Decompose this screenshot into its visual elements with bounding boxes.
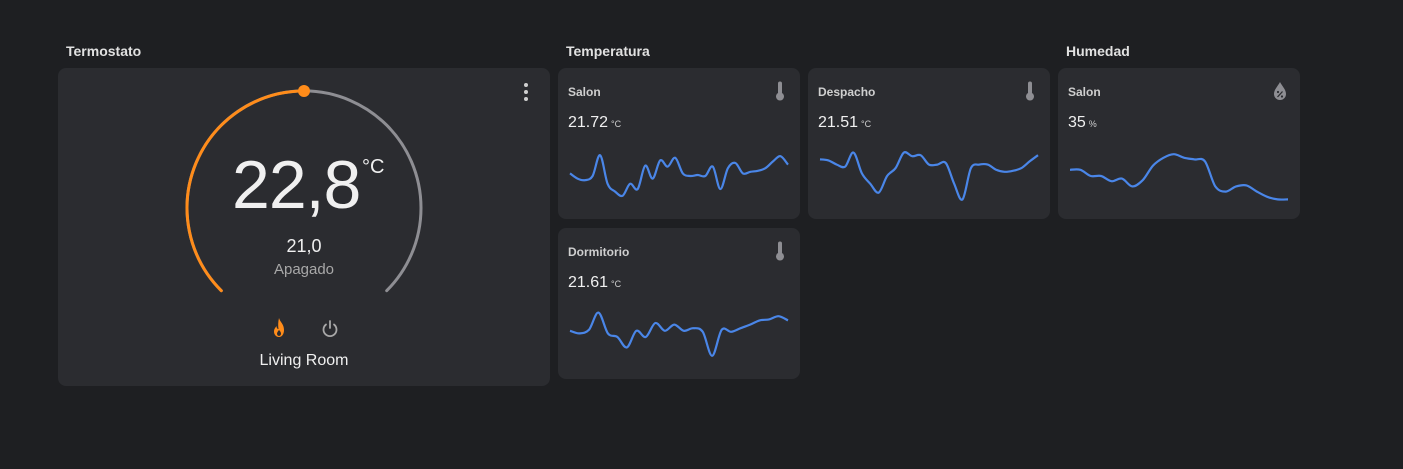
sensor-value: 21.51 °C: [818, 114, 872, 131]
sparkline-path: [569, 154, 789, 198]
more-options-icon[interactable]: [516, 82, 536, 102]
thermometer-icon: [776, 241, 784, 261]
target-temperature: 21,0: [286, 236, 322, 256]
thermometer-icon: [1026, 81, 1034, 101]
section-title-humidity: Humedad: [1066, 43, 1130, 59]
current-temperature: 22,8: [232, 147, 361, 223]
power-icon: [322, 320, 338, 338]
flame-icon: [274, 318, 284, 337]
sensor-value: 21.61 °C: [568, 274, 622, 291]
sensor-name: Salon: [568, 85, 601, 99]
sensor-value: 21.72 °C: [568, 114, 622, 131]
history-sparkline: [1069, 153, 1289, 201]
history-sparkline: [569, 311, 789, 357]
dial-target-handle: [298, 85, 310, 97]
sensor-name: Despacho: [818, 85, 876, 99]
sparkline-path: [1069, 153, 1289, 201]
sensor-name: Salon: [1068, 85, 1101, 99]
section-title-thermostat: Termostato: [66, 43, 142, 59]
sensor-card-temperature-salon[interactable]: Salon 21.72 °C: [558, 68, 800, 219]
thermostat-card: 22,8 °C 21,0 Apagado Living Room: [58, 68, 550, 386]
thermostat-name: Living Room: [259, 352, 349, 369]
dial-active-arc: [185, 89, 306, 293]
thermometer-icon: [776, 81, 784, 101]
temperature-unit: °C: [362, 156, 385, 178]
heat-mode-button[interactable]: [268, 316, 290, 340]
history-sparkline: [569, 154, 789, 198]
sparkline-path: [819, 151, 1039, 201]
sensor-name: Dormitorio: [568, 245, 630, 259]
hvac-state: Apagado: [273, 261, 335, 278]
sensor-card-temperature-dormitorio[interactable]: Dormitorio 21.61 °C: [558, 228, 800, 379]
sensor-card-humidity-salon[interactable]: Salon 35%: [1058, 68, 1300, 219]
section-title-temperature: Temperatura: [566, 43, 650, 59]
water-percent-icon: [1274, 82, 1286, 100]
thermostat-dial[interactable]: [58, 68, 550, 386]
history-sparkline: [819, 151, 1039, 201]
sensor-value: 35%: [1068, 114, 1097, 131]
sensor-card-temperature-despacho[interactable]: Despacho 21.51 °C: [808, 68, 1050, 219]
sparkline-path: [569, 311, 789, 357]
off-mode-button[interactable]: [319, 316, 341, 340]
